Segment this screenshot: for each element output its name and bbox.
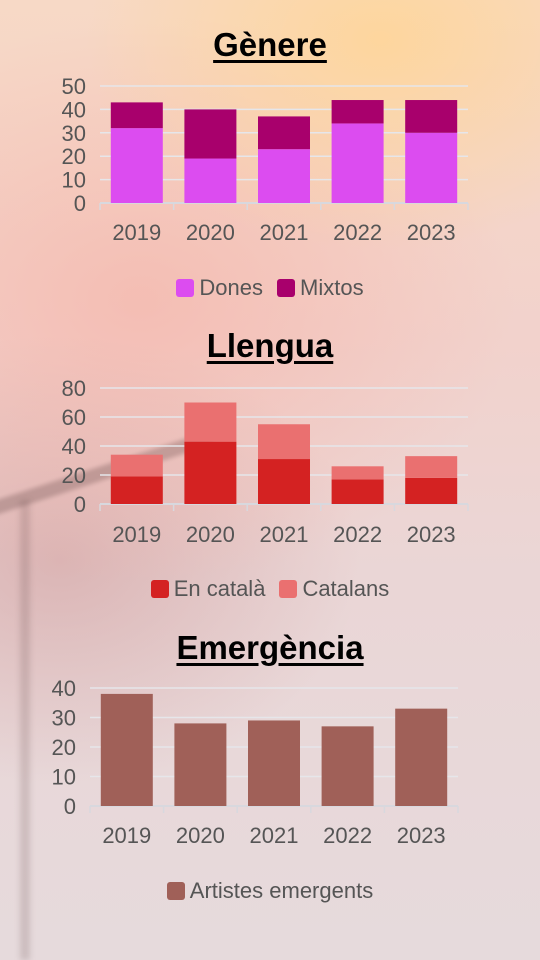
legend-swatch-artistes-emergents — [166, 882, 185, 900]
x-tick-label: 2022 — [333, 522, 382, 547]
x-tick-label: 2022 — [333, 220, 382, 245]
x-tick-label: 2021 — [260, 522, 309, 547]
bar-mixtos-2022[interactable] — [331, 100, 384, 124]
bar-artistes-emergents-2022[interactable] — [321, 726, 374, 806]
x-tick-label: 2019 — [112, 220, 161, 245]
y-tick-label: 10 — [62, 168, 86, 193]
background-stand-shadow — [20, 500, 30, 960]
bar-catalans-2022[interactable] — [331, 466, 384, 480]
bar-mixtos-2019[interactable] — [110, 102, 163, 129]
legend-swatch-catalans — [279, 580, 298, 598]
chart-title-llengua: Llengua — [206, 327, 334, 364]
legend-item-dones[interactable]: Dones — [176, 275, 263, 301]
y-tick-label: 20 — [62, 463, 86, 488]
x-tick-label: 2023 — [407, 220, 456, 245]
y-tick-label: 20 — [52, 735, 76, 760]
x-tick-label: 2020 — [176, 823, 225, 848]
x-tick-label: 2023 — [397, 823, 446, 848]
x-tick-label: 2022 — [323, 823, 372, 848]
y-tick-label: 30 — [52, 706, 76, 731]
bar-dones-2020[interactable] — [184, 158, 237, 203]
bar-en-catal--2023[interactable] — [405, 477, 458, 504]
legend-label-en-catala: En català — [173, 576, 266, 601]
chart-title-emergencia: Emergència — [176, 629, 364, 666]
legend-label-artistes-emergents: Artistes emergents — [189, 878, 374, 903]
x-tick-label: 2023 — [407, 522, 456, 547]
y-tick-label: 40 — [62, 434, 86, 459]
y-tick-label: 40 — [62, 97, 86, 122]
y-tick-label: 10 — [52, 765, 76, 790]
chart-title-genere: Gènere — [213, 26, 327, 63]
bar-en-catal--2019[interactable] — [110, 476, 163, 504]
legend-llengua: En català Catalans — [0, 576, 540, 602]
legend-swatch-en-catala — [150, 580, 169, 598]
legend-item-artistes-emergents[interactable]: Artistes emergents — [166, 878, 374, 904]
y-tick-label: 0 — [74, 492, 86, 517]
bar-en-catal--2022[interactable] — [331, 479, 384, 504]
x-tick-label: 2019 — [112, 522, 161, 547]
x-tick-label: 2021 — [250, 823, 299, 848]
chart-emergencia: 0 10 20 30 40 2019 2020 2021 2022 2023 — [52, 676, 459, 848]
bar-artistes-emergents-2019[interactable] — [100, 693, 153, 806]
chart-llengua: 0 20 40 60 80 2019 2020 2021 2022 2023 — [62, 376, 469, 547]
legend-emergencia: Artistes emergents — [0, 878, 540, 904]
x-tick-label: 2021 — [260, 220, 309, 245]
legend-item-catalans[interactable]: Catalans — [279, 576, 389, 602]
y-tick-label: 30 — [62, 121, 86, 146]
legend-item-mixtos[interactable]: Mixtos — [277, 275, 364, 301]
y-tick-label: 20 — [62, 144, 86, 169]
bar-catalans-2021[interactable] — [258, 424, 310, 460]
bar-en-catal--2021[interactable] — [258, 459, 310, 504]
bar-dones-2022[interactable] — [331, 123, 384, 203]
legend-swatch-dones — [176, 279, 195, 297]
bar-catalans-2020[interactable] — [184, 402, 237, 442]
legend-label-mixtos: Mixtos — [300, 275, 364, 300]
legend-genere: Dones Mixtos — [0, 275, 540, 301]
x-tick-label: 2020 — [186, 220, 235, 245]
bar-artistes-emergents-2020[interactable] — [174, 723, 227, 806]
bar-mixtos-2021[interactable] — [258, 116, 310, 150]
bar-dones-2021[interactable] — [258, 149, 310, 203]
bar-dones-2023[interactable] — [405, 132, 458, 203]
x-tick-label: 2019 — [102, 823, 151, 848]
y-tick-label: 50 — [62, 74, 86, 99]
bar-dones-2019[interactable] — [110, 128, 163, 203]
legend-swatch-mixtos — [277, 279, 296, 297]
bar-mixtos-2023[interactable] — [405, 100, 458, 133]
y-tick-label: 80 — [62, 376, 86, 401]
bar-en-catal--2020[interactable] — [184, 441, 237, 504]
y-tick-label: 0 — [74, 191, 86, 216]
bar-artistes-emergents-2021[interactable] — [248, 720, 300, 806]
y-tick-label: 60 — [62, 405, 86, 430]
bar-mixtos-2020[interactable] — [184, 109, 237, 159]
legend-label-dones: Dones — [199, 275, 264, 300]
legend-item-en-catala[interactable]: En català — [150, 576, 266, 602]
bar-catalans-2019[interactable] — [110, 454, 163, 477]
legend-label-catalans: Catalans — [302, 576, 390, 601]
bar-catalans-2023[interactable] — [405, 456, 458, 478]
bar-artistes-emergents-2023[interactable] — [395, 708, 448, 806]
y-tick-label: 40 — [52, 676, 76, 701]
y-tick-label: 0 — [64, 794, 76, 819]
x-tick-label: 2020 — [186, 522, 235, 547]
